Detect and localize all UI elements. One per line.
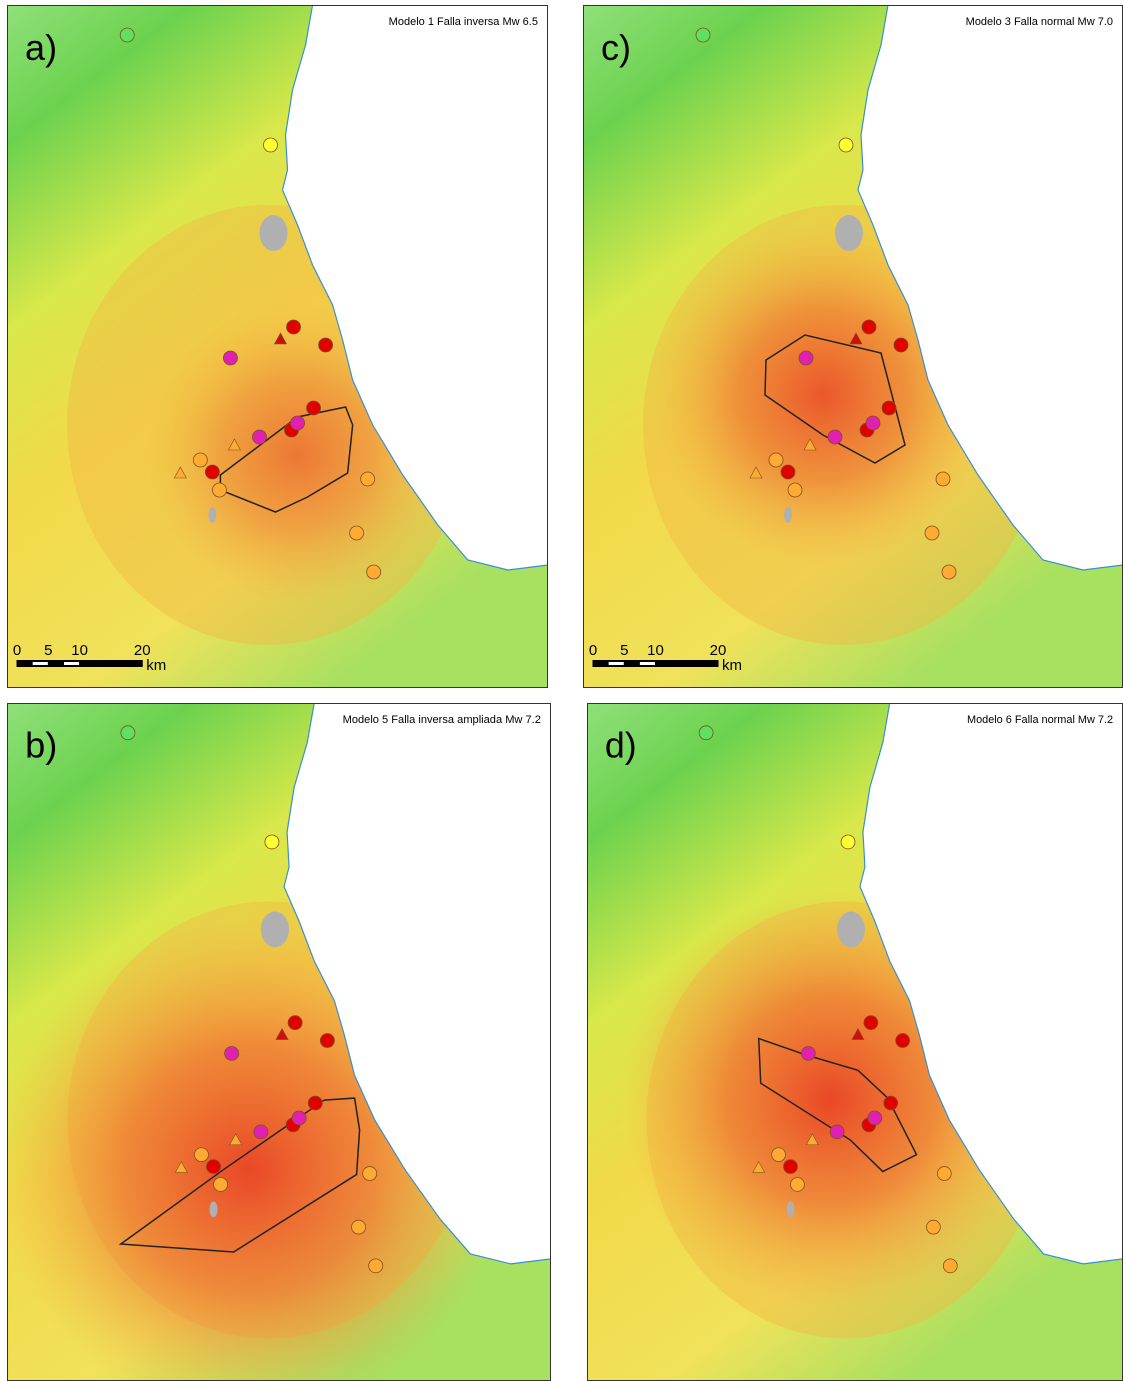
scale-unit: km xyxy=(722,657,742,674)
scale-unit: km xyxy=(146,657,166,674)
site-marker xyxy=(790,1178,804,1192)
site-marker xyxy=(120,28,134,42)
site-marker xyxy=(784,1160,798,1174)
site-marker xyxy=(212,483,226,497)
lake xyxy=(209,1201,217,1217)
panel-label: c) xyxy=(601,27,631,68)
scale-tick-label: 5 xyxy=(44,642,52,659)
site-marker xyxy=(287,320,301,334)
panel-label: a) xyxy=(25,27,57,68)
site-marker xyxy=(308,1096,322,1110)
site-marker xyxy=(363,1167,377,1181)
scale-tick-label: 10 xyxy=(647,642,664,659)
site-marker xyxy=(225,1046,239,1060)
site-marker xyxy=(943,1259,957,1273)
site-marker xyxy=(350,526,364,540)
site-marker xyxy=(223,351,237,365)
urban-area xyxy=(837,911,865,947)
site-marker xyxy=(205,465,219,479)
site-marker xyxy=(828,430,842,444)
site-marker xyxy=(288,1016,302,1030)
panel-title: Modelo 5 Falla inversa ampliada Mw 7.2 xyxy=(343,714,541,726)
panel-title: Modelo 3 Falla normal Mw 7.0 xyxy=(966,16,1113,28)
scale-tick-label: 10 xyxy=(71,642,88,659)
site-marker xyxy=(841,835,855,849)
scale-bar-segment xyxy=(609,662,625,665)
site-marker xyxy=(937,1167,951,1181)
map-panel: b) Modelo 5 Falla inversa ampliada Mw 7.2 xyxy=(7,703,551,1381)
site-marker xyxy=(884,1096,898,1110)
site-marker xyxy=(894,338,908,352)
panel-title: Modelo 6 Falla normal Mw 7.2 xyxy=(967,714,1113,726)
site-marker xyxy=(839,138,853,152)
site-marker xyxy=(307,401,321,415)
site-marker xyxy=(320,1034,334,1048)
site-marker xyxy=(882,401,896,415)
site-marker xyxy=(926,1220,940,1234)
site-marker xyxy=(699,726,713,740)
site-marker xyxy=(292,1111,306,1125)
figure: a)Modelo 1 Falla inversa Mw 6.5051020kmb… xyxy=(0,0,1123,1381)
scale-bar-segment xyxy=(640,662,656,665)
site-marker xyxy=(254,1125,268,1139)
panel-label: d) xyxy=(605,726,637,766)
site-marker xyxy=(361,472,375,486)
scale-tick-label: 5 xyxy=(620,642,628,659)
site-marker xyxy=(942,565,956,579)
site-marker xyxy=(121,726,135,740)
scale-bar-segment xyxy=(64,662,80,665)
site-marker xyxy=(193,453,207,467)
urban-area xyxy=(261,911,289,947)
lake xyxy=(787,1201,795,1217)
lake xyxy=(784,507,792,523)
site-marker xyxy=(369,1259,383,1273)
site-marker xyxy=(801,1046,815,1060)
site-marker xyxy=(265,835,279,849)
site-marker xyxy=(206,1160,220,1174)
map-panel: d) Modelo 6 Falla normal Mw 7.2 xyxy=(587,703,1123,1381)
urban-area xyxy=(835,215,863,251)
site-marker xyxy=(830,1125,844,1139)
site-marker xyxy=(367,565,381,579)
site-marker xyxy=(781,465,795,479)
panel-label: b) xyxy=(25,725,57,766)
site-marker xyxy=(352,1220,366,1234)
scale-bar-segment xyxy=(33,662,49,665)
lake xyxy=(208,507,216,523)
site-marker xyxy=(896,1034,910,1048)
site-marker xyxy=(772,1148,786,1162)
scale-tick-label: 0 xyxy=(589,642,597,659)
site-marker xyxy=(696,28,710,42)
site-marker xyxy=(194,1148,208,1162)
site-marker xyxy=(862,320,876,334)
site-marker xyxy=(868,1111,882,1125)
site-marker xyxy=(799,351,813,365)
site-marker xyxy=(263,138,277,152)
site-marker xyxy=(788,483,802,497)
panel-title: Modelo 1 Falla inversa Mw 6.5 xyxy=(389,16,538,28)
site-marker xyxy=(866,416,880,430)
site-marker xyxy=(864,1016,878,1030)
urban-area xyxy=(259,215,287,251)
scale-tick-label: 0 xyxy=(13,642,21,659)
site-marker xyxy=(319,338,333,352)
site-marker xyxy=(936,472,950,486)
site-marker xyxy=(769,453,783,467)
site-marker xyxy=(252,430,266,444)
site-marker xyxy=(925,526,939,540)
site-marker xyxy=(291,416,305,430)
site-marker xyxy=(214,1178,228,1192)
